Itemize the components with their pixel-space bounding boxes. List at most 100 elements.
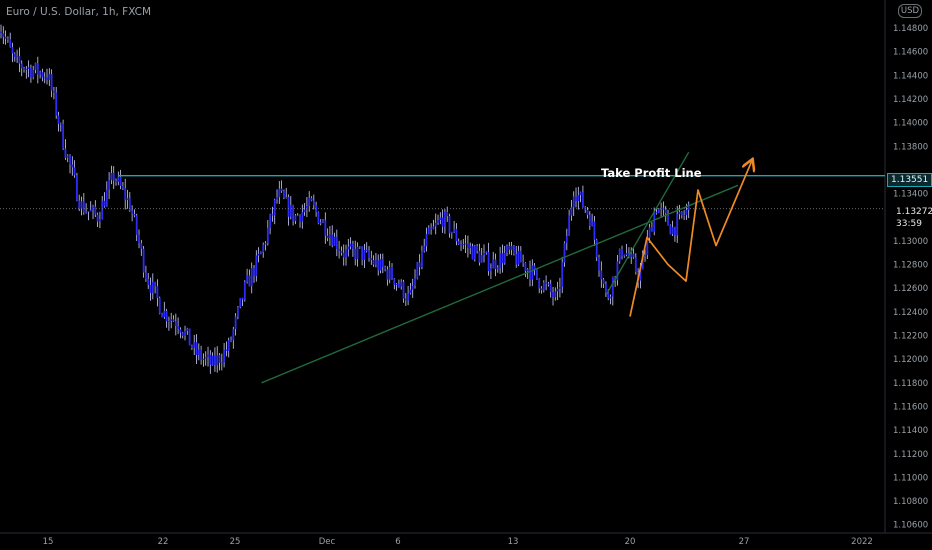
candle-body — [48, 74, 51, 81]
candle-body — [398, 283, 400, 287]
candle-body — [294, 215, 297, 222]
candle-body — [273, 199, 276, 216]
candle-body — [655, 212, 658, 214]
candle-body — [96, 214, 99, 222]
candle-body — [299, 215, 301, 222]
candle-body — [342, 252, 345, 258]
take-profit-label: Take Profit Line — [601, 166, 702, 180]
candle-body — [352, 243, 354, 249]
candle-body — [43, 77, 46, 79]
candle-body — [78, 200, 81, 209]
candle-body — [329, 234, 331, 239]
candle-body — [170, 319, 173, 321]
candle-body — [145, 272, 147, 280]
candle-body — [621, 249, 623, 257]
candle-body — [0, 31, 2, 34]
y-tick-label: 1.13000 — [893, 237, 928, 247]
candle-body — [393, 278, 396, 285]
y-tick-label: 1.14200 — [893, 95, 928, 105]
candle-body — [368, 250, 370, 258]
candle-body — [455, 228, 458, 242]
candle-body — [591, 221, 594, 226]
candle-body — [326, 235, 329, 239]
x-tick-label: 25 — [230, 537, 241, 547]
candle-body — [538, 278, 541, 289]
candle-body — [660, 207, 663, 210]
candle-body — [195, 342, 198, 355]
candle-body — [174, 321, 177, 327]
candle-body — [276, 197, 278, 200]
candle-body — [308, 197, 311, 207]
candle-body — [632, 253, 635, 258]
candle-body — [253, 268, 255, 277]
candle-body — [161, 313, 163, 318]
candle-body — [667, 213, 669, 226]
candle-body — [531, 265, 534, 280]
candle-body — [616, 261, 619, 281]
candle-body — [517, 250, 520, 265]
candle-body — [644, 255, 646, 257]
y-tick-label: 1.12400 — [893, 308, 928, 318]
candle-body — [119, 176, 122, 186]
candle-body — [513, 246, 515, 254]
candle-body — [266, 227, 269, 244]
candle-body — [467, 243, 469, 249]
candle-body — [559, 286, 561, 289]
candle-body — [473, 246, 476, 260]
candle-body — [207, 354, 209, 358]
candle-body — [605, 283, 607, 293]
candle-body — [101, 200, 104, 220]
candle-body — [439, 217, 442, 220]
candle-body — [464, 243, 467, 245]
candle-body — [361, 246, 364, 260]
candle-body — [333, 236, 336, 246]
candle-body — [13, 53, 16, 57]
candle-body — [172, 319, 175, 322]
candle-body — [202, 358, 205, 360]
candle-body — [506, 246, 508, 253]
candle-body — [80, 201, 83, 209]
y-tick-label: 1.11800 — [893, 379, 928, 389]
candle-body — [310, 197, 313, 201]
candle-body — [437, 219, 439, 223]
candle-body — [409, 289, 412, 294]
x-tick-label: 13 — [508, 537, 519, 547]
y-tick-label: 1.13400 — [893, 190, 928, 200]
y-tick-label: 1.14800 — [893, 24, 928, 34]
y-tick-label: 1.11600 — [893, 402, 928, 412]
y-tick-label: 1.12800 — [893, 261, 928, 271]
candle-body — [32, 69, 35, 78]
candle-body — [425, 234, 428, 247]
candle-body — [492, 259, 495, 269]
candle-body — [678, 211, 681, 215]
candle-body — [138, 234, 140, 244]
candle-body — [533, 265, 536, 270]
candle-body — [239, 297, 242, 308]
candle-body — [66, 155, 69, 158]
candle-body — [377, 260, 380, 271]
candle-body — [414, 278, 416, 286]
candle-body — [200, 349, 203, 360]
candle-body — [356, 246, 359, 260]
candle-body — [503, 252, 506, 264]
candle-body — [177, 326, 180, 330]
candle-body — [246, 275, 249, 282]
candle-body — [69, 155, 71, 165]
candle-body — [565, 235, 568, 244]
candle-body — [11, 47, 14, 54]
x-tick-label: Dec — [319, 537, 336, 547]
candle-body — [457, 241, 460, 245]
candle-body — [552, 292, 554, 298]
candle-body — [165, 310, 168, 322]
candle-body — [301, 212, 304, 222]
candle-body — [680, 211, 683, 216]
y-tick-label: 1.13800 — [893, 142, 928, 152]
candle-body — [556, 288, 559, 292]
candle-body — [280, 188, 283, 192]
candle-body — [381, 259, 384, 268]
candle-body — [248, 275, 251, 287]
bar-countdown: 33:59 — [893, 218, 932, 230]
currency-badge[interactable]: USD — [898, 4, 922, 18]
candle-body — [554, 291, 557, 298]
